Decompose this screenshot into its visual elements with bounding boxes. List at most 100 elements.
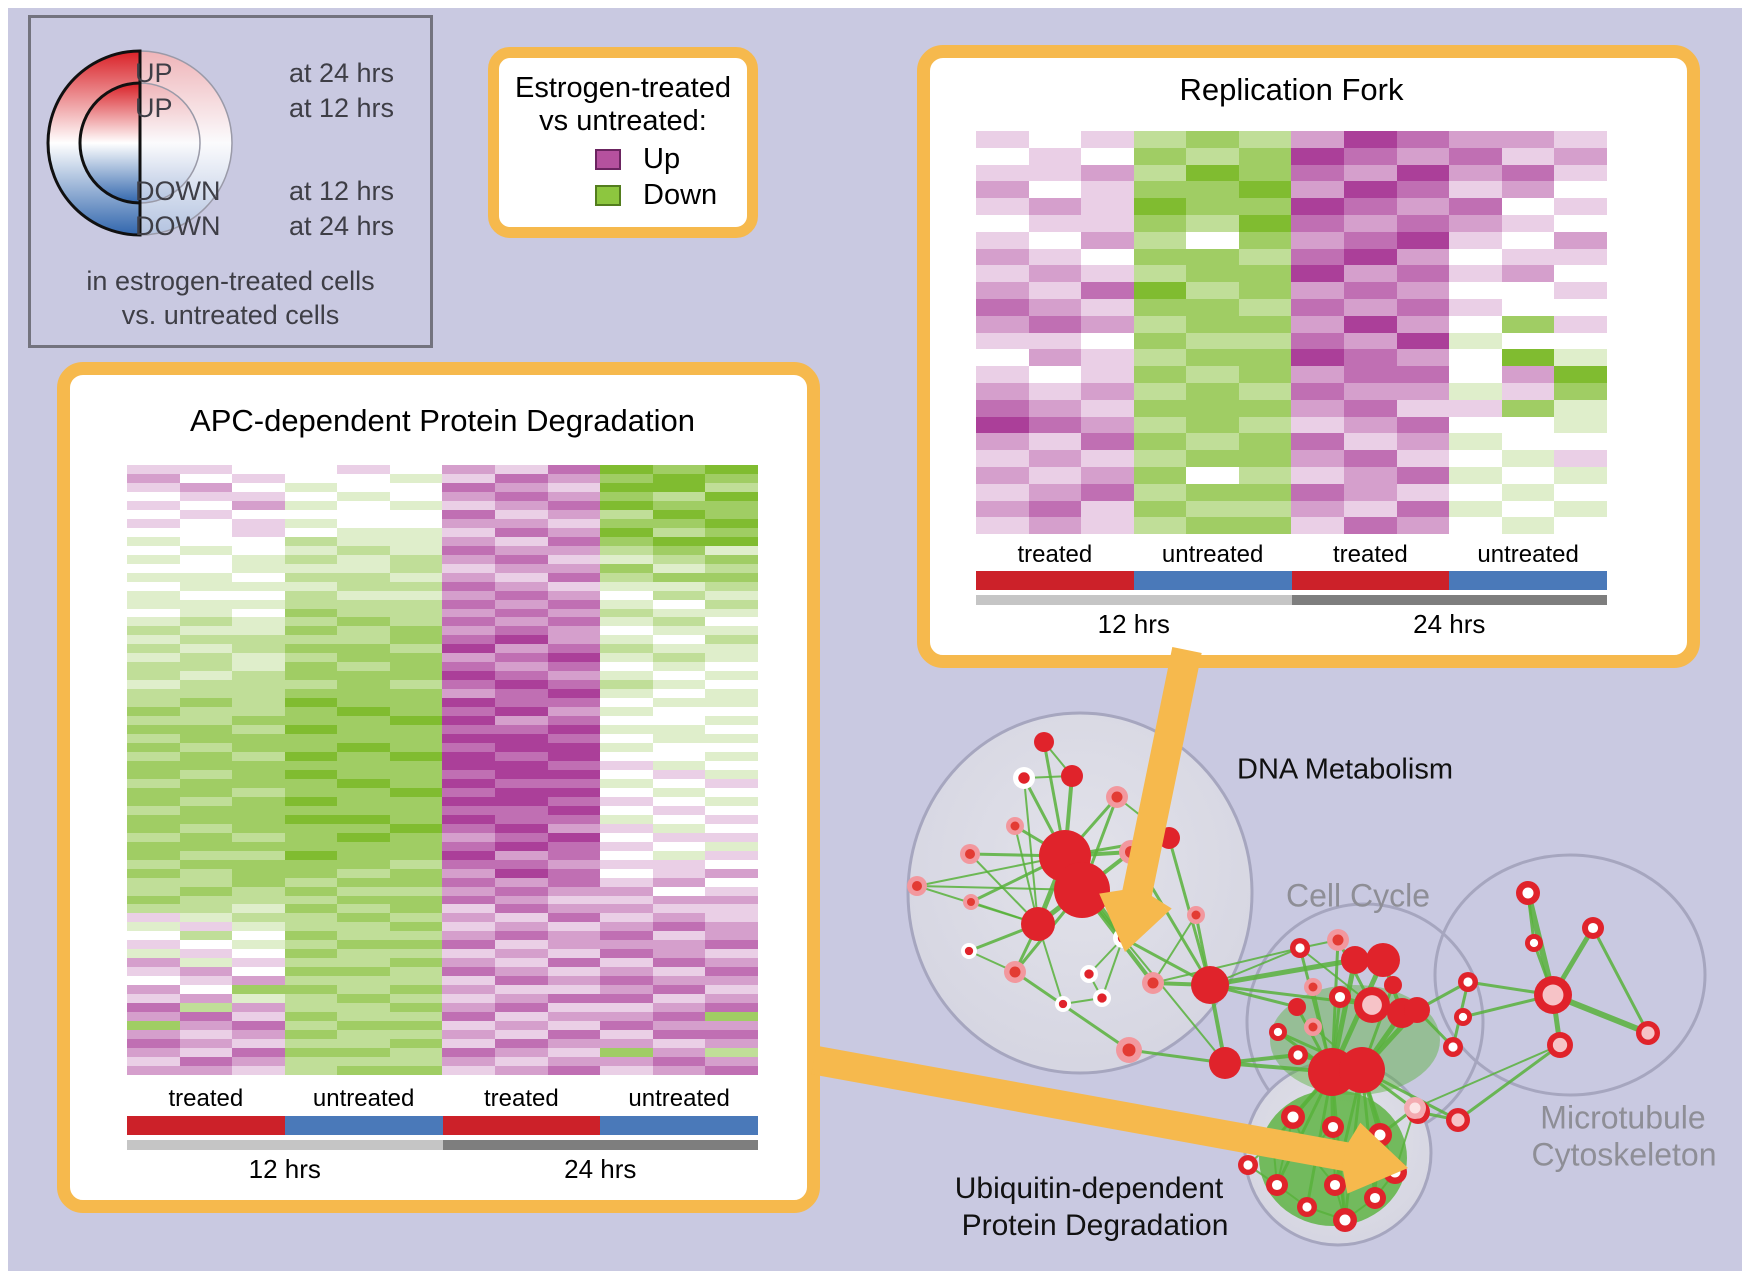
heatmap-cell <box>547 895 601 905</box>
heatmap-cell <box>652 590 706 600</box>
heatmap-cell <box>600 653 653 663</box>
heatmap-cell <box>652 707 706 717</box>
heatmap-cell <box>179 545 233 555</box>
heatmap-cell <box>442 796 496 806</box>
heatmap-cell <box>547 617 601 627</box>
heatmap-cell <box>1449 131 1502 148</box>
heatmap-cell <box>179 1056 233 1066</box>
heatmap-cell <box>1501 517 1555 535</box>
heatmap-cell <box>547 940 601 950</box>
heatmap-cell <box>1291 500 1345 518</box>
network-edge <box>1414 1044 1561 1109</box>
network-node-w <box>1443 1037 1463 1057</box>
heatmap-cell <box>389 886 443 896</box>
heatmap-cell <box>1238 282 1292 299</box>
heatmap-cell <box>1344 500 1397 518</box>
heatmap-cell <box>705 958 758 968</box>
heatmap-cell <box>337 841 390 851</box>
heatmap-cell <box>1554 248 1607 266</box>
heatmap-cell <box>547 868 601 878</box>
heatmap-row <box>976 315 1607 333</box>
heatmap-cell <box>1344 282 1397 299</box>
apc-heatmap-panel: APC-dependent Protein Degradation treate… <box>57 362 820 1213</box>
heatmap-cell <box>705 868 758 878</box>
heatmap-row <box>976 231 1607 249</box>
heatmap-cell <box>232 778 285 788</box>
heatmap-cell <box>389 877 443 887</box>
heatmap-cell <box>179 482 233 492</box>
heatmap-cell <box>179 796 233 806</box>
heatmap-cell <box>547 465 601 474</box>
heatmap-cell <box>1238 298 1292 316</box>
heatmap-cell <box>1081 265 1134 283</box>
heatmap-cell <box>652 563 706 573</box>
heatmap-cell <box>389 850 443 860</box>
heatmap-cell <box>389 482 443 492</box>
heatmap-cell <box>442 599 496 609</box>
heatmap-cell <box>705 859 758 869</box>
heatmap-cell <box>705 590 758 600</box>
heatmap-cell <box>547 473 601 483</box>
treated-bar <box>442 1116 601 1135</box>
heatmap-cell <box>1081 248 1134 266</box>
arrow-replication-to-dna-head <box>1099 889 1172 952</box>
heatmap-cell <box>652 599 706 609</box>
heatmap-cell <box>284 527 338 537</box>
network-node-s <box>1054 862 1110 918</box>
heatmap-cell <box>495 725 548 735</box>
heatmap-cell <box>337 599 390 609</box>
heatmap-cell <box>705 1039 758 1048</box>
heatmap-cell <box>232 769 285 779</box>
heatmap-cell <box>442 1030 496 1039</box>
heatmap-cell <box>705 886 758 896</box>
heatmap-cell <box>442 635 496 645</box>
heatmap-cell <box>705 1056 758 1066</box>
down-label: Down <box>643 178 718 211</box>
heatmap-cell <box>547 518 601 528</box>
heatmap-cell <box>284 536 338 546</box>
heatmap-row <box>976 466 1607 484</box>
heatmap-row <box>127 949 758 959</box>
heatmap-cell <box>1081 433 1134 451</box>
network-node-w <box>1290 938 1310 958</box>
network-node-w <box>1324 1174 1346 1196</box>
heatmap-cell <box>442 572 496 582</box>
heatmap-cell <box>705 644 758 654</box>
heatmap-cell <box>495 572 548 582</box>
heatmap-cell <box>1081 450 1134 467</box>
network-node-hp <box>1106 786 1128 808</box>
heatmap-cell <box>337 931 390 941</box>
heatmap-cell <box>1344 517 1397 535</box>
heatmap-cell <box>495 859 548 869</box>
heatmap-cell <box>1291 349 1345 367</box>
heatmap-cell <box>1028 349 1082 367</box>
heatmap-cell <box>1186 399 1239 417</box>
heatmap-cell <box>1554 450 1607 467</box>
heatmap-cell <box>127 922 180 932</box>
heatmap-cell <box>652 976 706 986</box>
heatmap-cell <box>1449 265 1502 283</box>
heatmap-cell <box>547 1021 601 1031</box>
heatmap-cell <box>547 716 601 726</box>
heatmap-cell <box>495 518 548 528</box>
heatmap-cell <box>600 572 653 582</box>
heatmap-cell <box>652 985 706 995</box>
group-label: untreated <box>628 1085 730 1112</box>
heatmap-cell <box>337 662 390 672</box>
heatmap-cell <box>127 976 180 986</box>
heatmap-cell <box>705 491 758 501</box>
heatmap-cell <box>179 877 233 887</box>
ubiquitin-label-line1: Ubiquitin-dependent <box>954 1172 1224 1205</box>
network-node-w <box>1269 1023 1287 1041</box>
heatmap-cell <box>284 1030 338 1039</box>
legend-footer-line2: vs. untreated cells <box>121 300 340 330</box>
heatmap-cell <box>1501 214 1555 232</box>
heatmap-cell <box>495 823 548 833</box>
heatmap-cell <box>1344 164 1397 182</box>
heatmap-cell <box>1133 349 1187 367</box>
heatmap-cell <box>179 1047 233 1057</box>
heatmap-row <box>127 653 758 663</box>
label-12hrs: 12 hrs <box>1097 609 1170 639</box>
heatmap-cell <box>495 635 548 645</box>
heatmap-cell <box>976 416 1029 434</box>
